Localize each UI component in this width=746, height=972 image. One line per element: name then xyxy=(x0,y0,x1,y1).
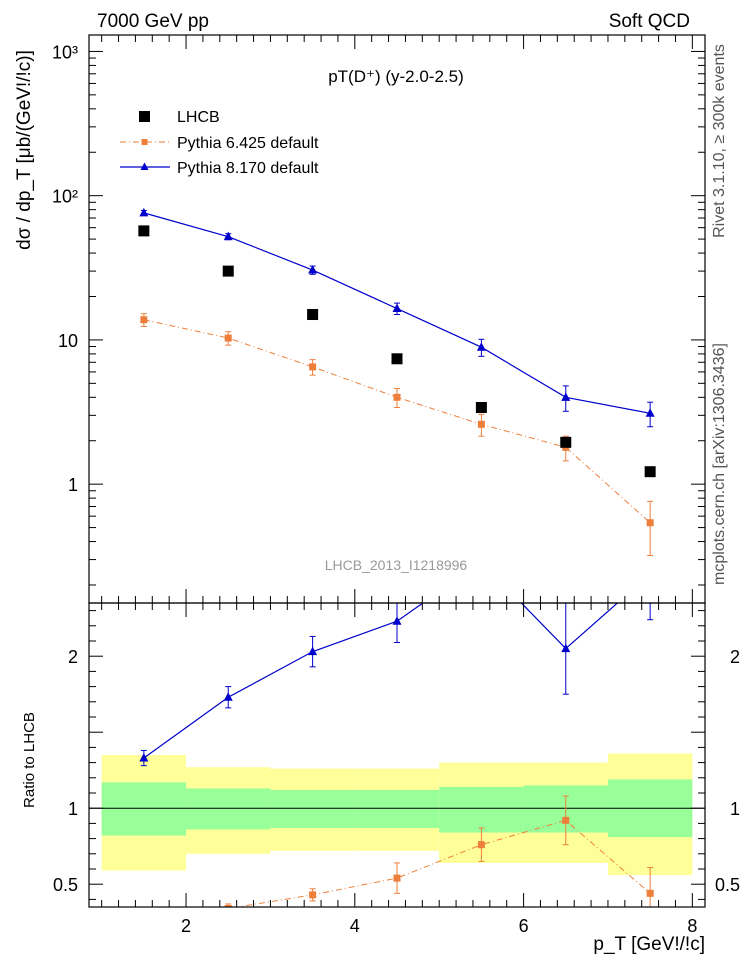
x-axis-label: p_T [GeV!/!c] xyxy=(593,934,705,955)
lhcb-marker xyxy=(391,353,403,365)
pythia6-marker xyxy=(309,363,317,371)
ratio-y-tick-label-right: 1 xyxy=(730,799,740,819)
pythia8-marker xyxy=(561,392,571,401)
ratio-frame xyxy=(88,602,706,908)
ratio-pythia6-marker xyxy=(140,920,147,927)
pythia8-marker xyxy=(476,342,486,351)
ratio-y-tick-label: 0.5 xyxy=(53,875,78,895)
legend-marker-pythia8 xyxy=(140,162,149,170)
ratio-pythia8-marker xyxy=(477,557,486,566)
header-right: Soft QCD xyxy=(609,11,690,32)
ratio-band-inner xyxy=(354,789,440,828)
analysis-label: LHCB_2013_I1218996 xyxy=(325,557,468,573)
x-tick-label: 6 xyxy=(519,916,529,936)
ratio-y-tick-label: 2 xyxy=(68,647,78,667)
lhcb-marker xyxy=(307,309,319,321)
pythia6-line xyxy=(143,319,651,524)
pythia6-marker xyxy=(477,420,485,428)
legend-marker-lhcb xyxy=(139,111,150,122)
x-tick-label: 2 xyxy=(181,916,191,936)
ratio-pythia6-marker xyxy=(224,905,232,907)
ratio-bands xyxy=(89,753,705,876)
lhcb-marker xyxy=(138,225,150,237)
ratio-pythia6-marker xyxy=(393,874,401,882)
y-tick-label: 10² xyxy=(52,187,78,207)
axes: 2 4 6 8 1 10 10² 10³ 0.5 0.5 1 1 2 2 xyxy=(52,35,740,936)
ratio-band-inner xyxy=(439,786,524,833)
ratio-band-inner xyxy=(101,782,187,836)
ratio-y-tick-label-right: 2 xyxy=(730,647,740,667)
ratio-pythia8-marker xyxy=(139,753,149,762)
lhcb-marker xyxy=(475,401,487,413)
header-left: 7000 GeV pp xyxy=(97,11,209,32)
y-tick-label: 10 xyxy=(58,331,78,351)
ratio-y-axis-label: Ratio to LHCB xyxy=(21,712,38,808)
ratio-pythia6-marker xyxy=(562,816,570,824)
y-tick-label: 1 xyxy=(68,475,78,495)
pythia8-marker xyxy=(392,303,402,313)
ratio-y-tick-label: 1 xyxy=(68,799,78,819)
y-axis-label: dσ / dp_T [μb/(GeV!/!c)] xyxy=(14,50,35,250)
ratio-pythia8-marker xyxy=(308,646,318,656)
legend-label-pythia6: Pythia 6.425 default xyxy=(177,135,319,152)
pythia8-marker xyxy=(645,408,655,417)
legend-label-pythia8: Pythia 8.170 default xyxy=(177,160,319,177)
lhcb-marker xyxy=(560,436,572,448)
chart-title: pT(D⁺) (y-2.0-2.5) xyxy=(328,67,464,86)
ratio-band-inner xyxy=(270,789,355,828)
legend-marker-pythia6 xyxy=(141,139,148,145)
lhcb-marker xyxy=(644,466,656,478)
pythia8-marker xyxy=(308,265,318,274)
ratio-pythia6-marker xyxy=(477,841,485,849)
ratio-pythia8-marker xyxy=(646,569,655,578)
ratio-pythia8-marker xyxy=(561,643,571,653)
ratio-pythia8-marker xyxy=(392,616,402,625)
ratio-plot-area xyxy=(139,557,655,927)
main-plot-area xyxy=(138,207,656,557)
pythia8-marker xyxy=(139,207,149,217)
pythia6-marker xyxy=(393,393,401,401)
ratio-band-inner xyxy=(186,788,271,830)
ratio-pythia6-marker xyxy=(646,889,654,897)
pythia6-marker xyxy=(140,316,148,324)
pythia6-marker xyxy=(224,334,232,342)
pythia8-marker xyxy=(223,231,233,241)
pythia6-marker xyxy=(646,519,654,527)
legend-label-lhcb: LHCB xyxy=(177,109,220,126)
ratio-pythia8-line xyxy=(143,603,619,759)
x-tick-label: 4 xyxy=(350,916,360,936)
side-label-rivet: Rivet 3.1.10, ≥ 300k events xyxy=(711,44,728,238)
legend: LHCB Pythia 6.425 default Pythia 8.170 d… xyxy=(120,109,319,177)
lhcb-marker xyxy=(222,265,234,277)
y-tick-label: 10³ xyxy=(52,42,78,62)
ratio-y-tick-label-right: 0.5 xyxy=(715,875,740,895)
side-label-source: mcplots.cern.ch [arXiv:1306.3436] xyxy=(711,343,728,585)
ratio-pythia8-marker xyxy=(223,692,233,701)
x-tick-label: 8 xyxy=(687,916,697,936)
ratio-pythia6-marker xyxy=(309,891,317,899)
